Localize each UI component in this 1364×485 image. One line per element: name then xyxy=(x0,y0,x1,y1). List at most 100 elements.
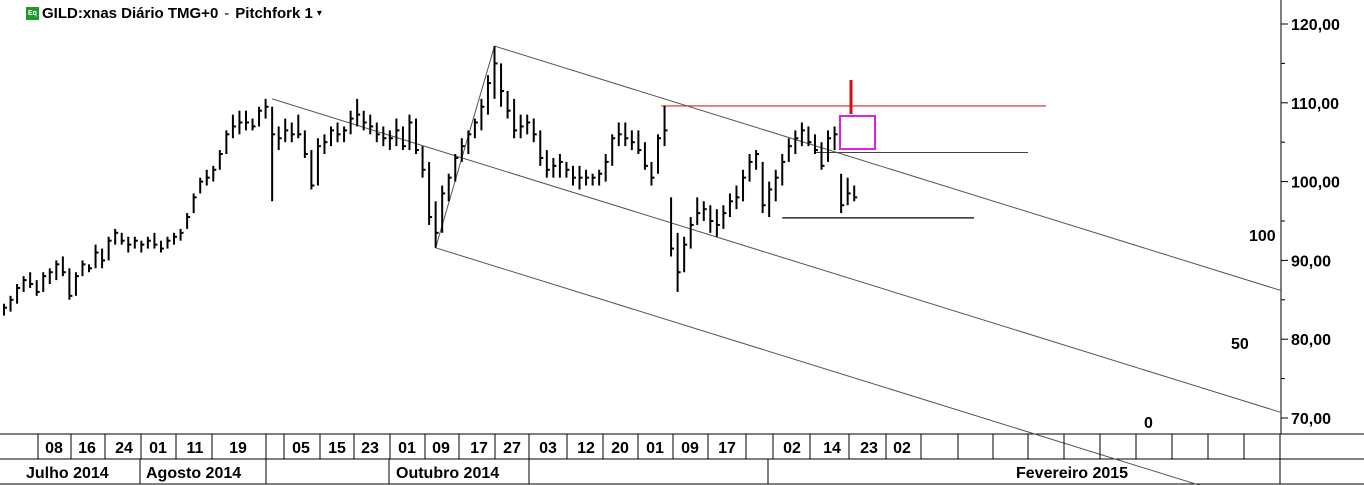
pitchfork-median-line[interactable] xyxy=(271,98,1282,413)
ohlc-bar xyxy=(526,114,531,135)
ohlc-bar xyxy=(434,201,439,248)
ohlc-bar xyxy=(630,130,635,151)
ohlc-bar xyxy=(349,110,354,135)
ohlc-bar xyxy=(853,185,858,202)
ohlc-bar xyxy=(415,118,420,155)
ohlc-bar xyxy=(388,130,393,151)
ohlc-bar xyxy=(146,236,151,249)
ohlc-bar xyxy=(571,165,576,186)
chevron-down-icon[interactable]: ▾ xyxy=(316,7,322,19)
ohlc-bar xyxy=(624,122,629,147)
ohlc-bar xyxy=(290,122,295,143)
ohlc-bar xyxy=(774,169,779,202)
x-day-label: 01 xyxy=(149,440,167,457)
x-month-label: Agosto 2014 xyxy=(146,465,241,482)
ohlc-bar xyxy=(303,130,308,158)
ohlc-bar xyxy=(748,154,753,182)
x-day-label: 17 xyxy=(470,440,488,457)
ohlc-bar xyxy=(421,146,426,178)
ohlc-bar xyxy=(742,169,747,202)
ohlc-bar xyxy=(179,228,184,241)
pitchfork-lines[interactable]: 100 50 0 xyxy=(271,45,1282,485)
ohlc-bar xyxy=(401,126,406,151)
ohlc-bar xyxy=(781,154,786,186)
y-tick-label: 90,00 xyxy=(1291,253,1331,270)
x-day-label: 23 xyxy=(860,440,878,457)
ohlc-bar xyxy=(473,118,478,139)
x-day-label: 11 xyxy=(187,440,204,457)
pitchfork-level-label: 100 xyxy=(1249,228,1276,245)
ohlc-bar xyxy=(702,201,707,221)
price-axis: 120,00 110,00 100,00 90,00 80,00 70,00 xyxy=(1281,17,1340,428)
ohlc-bar xyxy=(585,169,590,186)
ohlc-bar xyxy=(768,181,773,218)
ohlc-bar xyxy=(42,272,47,292)
ohlc-bar xyxy=(16,284,21,304)
x-day-label: 08 xyxy=(45,440,63,457)
x-day-label: 15 xyxy=(328,440,346,457)
ohlc-bar xyxy=(611,134,616,166)
x-day-label: 03 xyxy=(539,440,557,457)
ohlc-bar xyxy=(212,165,217,182)
ohlc-bar xyxy=(35,280,40,296)
ohlc-bar xyxy=(840,173,845,214)
ohlc-bar xyxy=(820,142,825,170)
ohlc-bar xyxy=(323,134,328,155)
ohlc-bar xyxy=(617,122,622,147)
ohlc-bar xyxy=(598,169,603,186)
ohlc-bar xyxy=(74,272,79,296)
ohlc-bar xyxy=(663,105,668,147)
ohlc-bar xyxy=(173,232,178,245)
ohlc-bar xyxy=(650,161,655,186)
ohlc-bar xyxy=(225,130,230,155)
study-label[interactable]: Pitchfork 1 xyxy=(235,4,313,22)
ohlc-bar xyxy=(833,126,838,151)
ohlc-bar xyxy=(297,114,302,139)
ohlc-bar xyxy=(362,110,367,131)
price-bars xyxy=(3,46,858,316)
ohlc-bar xyxy=(258,106,263,127)
ohlc-bar xyxy=(159,240,164,253)
symbol-label[interactable]: GILD:xnas Diário TMG+0 xyxy=(42,4,219,22)
ohlc-bar xyxy=(846,177,851,206)
ohlc-bar xyxy=(441,185,446,233)
annotations[interactable] xyxy=(839,80,876,150)
ohlc-bar xyxy=(683,236,688,273)
ohlc-bar xyxy=(271,106,276,202)
ohlc-bar xyxy=(192,193,197,214)
ohlc-bar xyxy=(48,268,53,285)
ohlc-bar xyxy=(715,209,720,237)
ohlc-bar xyxy=(794,130,799,155)
ohlc-bar xyxy=(676,232,681,292)
ohlc-bar xyxy=(493,46,498,99)
ohlc-bar xyxy=(480,98,485,131)
ohlc-bar xyxy=(408,114,413,151)
x-day-label: 09 xyxy=(432,440,450,457)
pitchfork-level-label: 0 xyxy=(1144,415,1153,432)
pitchfork-lower-line[interactable] xyxy=(435,247,1265,485)
title-separator: - xyxy=(224,4,230,22)
pitchfork-upper-line[interactable] xyxy=(494,45,1282,292)
ohlc-bar xyxy=(689,217,694,249)
ohlc-bar xyxy=(127,236,132,253)
ohlc-bar xyxy=(244,110,249,131)
pitchfork-handle-line[interactable] xyxy=(435,45,495,248)
ohlc-bar xyxy=(218,150,223,170)
horizontal-lines[interactable] xyxy=(661,105,1046,219)
y-tick-label: 120,00 xyxy=(1291,17,1340,34)
x-day-label: 14 xyxy=(823,440,841,457)
highlight-box[interactable] xyxy=(839,115,876,150)
ohlc-bar xyxy=(722,205,727,229)
ohlc-bar xyxy=(277,126,282,151)
ohlc-bar xyxy=(539,130,544,166)
ohlc-bar xyxy=(336,122,341,143)
ohlc-bar xyxy=(133,236,138,249)
chart-title-bar[interactable]: Eq GILD:xnas Diário TMG+0 - Pitchfork 1 … xyxy=(26,4,322,22)
ohlc-bar xyxy=(264,98,269,119)
ohlc-bar xyxy=(316,138,321,186)
ohlc-bar xyxy=(101,248,106,269)
ohlc-bar xyxy=(88,264,93,273)
ohlc-bar xyxy=(578,165,583,190)
x-day-label: 20 xyxy=(611,440,629,457)
